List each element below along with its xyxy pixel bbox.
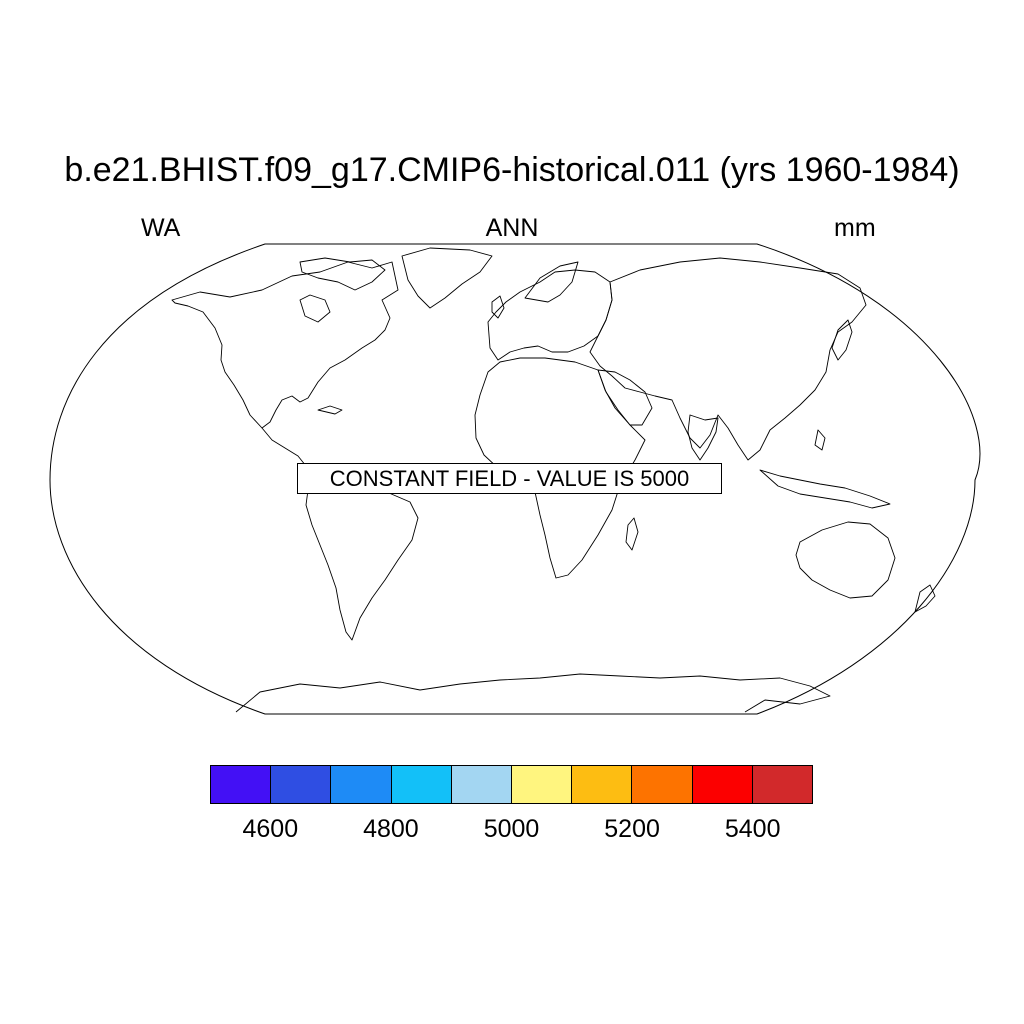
constant-field-notice: CONSTANT FIELD - VALUE IS 5000 bbox=[297, 463, 722, 494]
colorbar-box bbox=[211, 766, 272, 803]
coast-south-america bbox=[305, 469, 419, 641]
coast-new-zealand bbox=[914, 584, 936, 613]
coast-india bbox=[687, 414, 719, 461]
plot-title: b.e21.BHIST.f09_g17.CMIP6-historical.011… bbox=[64, 151, 960, 189]
coast-north-america bbox=[171, 261, 399, 429]
colorbar-box bbox=[331, 766, 392, 803]
coast-indonesia bbox=[759, 469, 891, 509]
colorbar-tick-label: 5200 bbox=[604, 815, 660, 843]
coast-greenland bbox=[401, 247, 493, 309]
colorbar-labels: 4600 4800 5000 5200 5400 bbox=[0, 814, 1024, 848]
colorbar-tick-label: 5400 bbox=[724, 815, 781, 843]
coast-britain bbox=[491, 295, 505, 319]
colorbar-box bbox=[271, 766, 332, 803]
variable-label: WA bbox=[141, 214, 181, 242]
coast-hudson-bay bbox=[299, 294, 331, 323]
coast-madagascar bbox=[625, 517, 639, 551]
coast-australia bbox=[795, 521, 896, 599]
coast-antarctica bbox=[235, 673, 831, 713]
colorbar-box bbox=[451, 766, 513, 803]
coast-japan bbox=[831, 319, 853, 361]
coast-africa bbox=[474, 357, 646, 579]
coast-philippines bbox=[814, 429, 826, 451]
coast-arctic-islands bbox=[299, 257, 386, 291]
colorbar-tick-label: 4800 bbox=[363, 815, 419, 843]
colorbar-tick-label: 5000 bbox=[483, 815, 540, 843]
colorbar-box bbox=[632, 766, 693, 803]
units-label: mm bbox=[834, 214, 876, 242]
coastlines bbox=[171, 247, 936, 713]
colorbar-box bbox=[572, 766, 633, 803]
season-label: ANN bbox=[485, 214, 539, 242]
coast-scandinavia bbox=[524, 261, 579, 303]
coast-arabia bbox=[597, 369, 653, 426]
coast-cuba bbox=[317, 405, 343, 415]
colorbar-box bbox=[692, 766, 753, 803]
coast-asia bbox=[589, 257, 867, 461]
colorbar-box bbox=[391, 766, 452, 803]
colorbar bbox=[210, 765, 813, 804]
colorbar-box bbox=[512, 766, 573, 803]
colorbar-box bbox=[752, 766, 813, 803]
colorbar-tick-label: 4600 bbox=[242, 815, 299, 843]
